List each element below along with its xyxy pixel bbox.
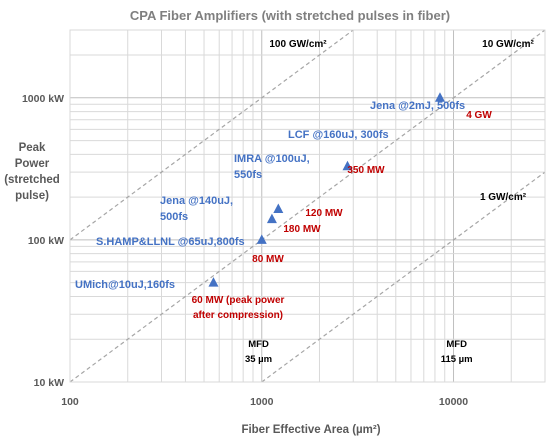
point-label: LCF @160uJ, 300fs [288, 129, 389, 141]
mfd-value: 115 µm [441, 354, 473, 365]
reference-line-label: 10 GW/cm² [482, 39, 534, 50]
reference-line-label: 1 GW/cm² [480, 192, 527, 203]
text-layer: 100 1000 10000 10 kW 100 kW 1000 kW 100 GW/cm²… [22, 39, 535, 408]
marker-layer [208, 92, 445, 287]
y-axis-title-line-3: (stretched [4, 174, 60, 186]
data-point-marker [208, 277, 219, 287]
point-power-label: 4 GW [466, 110, 492, 121]
point-label: S.HAMP&LLNL @65uJ,800fs [96, 236, 245, 248]
chart-title: CPA Fiber Amplifiers (with stretched pul… [130, 8, 450, 23]
point-power-label: 350 MW [347, 165, 385, 176]
mfd-label: MFD [446, 339, 467, 350]
plot-frame [69, 29, 546, 383]
data-point-marker [256, 234, 267, 244]
mfd-label: MFD [248, 339, 269, 350]
point-power-label: 80 MW [252, 254, 284, 265]
y-axis-title-line-1: Peak [19, 142, 46, 154]
mfd-value: 35 µm [245, 354, 272, 365]
point-label: UMich@10uJ,160fs [75, 279, 175, 291]
data-point-marker [273, 203, 284, 213]
y-tick-label: 10 kW [34, 377, 64, 389]
point-label: IMRA @100uJ, [234, 153, 310, 165]
data-point-marker [266, 213, 277, 224]
x-tick-label: 10000 [439, 396, 468, 408]
point-power-label: 180 MW [283, 224, 321, 235]
y-tick-label: 100 kW [28, 235, 64, 247]
x-tick-label: 1000 [250, 396, 274, 408]
x-tick-label: 100 [61, 396, 79, 408]
reference-line [261, 171, 546, 383]
data-point-marker [434, 92, 445, 102]
reference-line-label: 100 GW/cm² [269, 39, 327, 50]
point-label: Jena @2mJ, 500fs [370, 100, 465, 112]
y-axis-title-line-4: pulse) [15, 190, 49, 202]
reference-line [69, 29, 354, 241]
x-axis-title: Fiber Effective Area (µm²) [241, 424, 380, 436]
point-label: 500fs [160, 211, 188, 223]
point-label: 550fs [234, 169, 262, 181]
reference-lines-layer [69, 29, 546, 383]
point-power-label: 120 MW [305, 208, 343, 219]
y-axis-title-line-2: Power [15, 158, 50, 170]
point-power-label: 60 MW (peak power [192, 295, 285, 306]
point-power-label: after compression) [193, 310, 283, 321]
reference-line [69, 29, 546, 383]
point-label: Jena @140uJ, [160, 195, 233, 207]
data-point-marker [342, 160, 353, 171]
y-tick-label: 1000 kW [22, 93, 64, 105]
